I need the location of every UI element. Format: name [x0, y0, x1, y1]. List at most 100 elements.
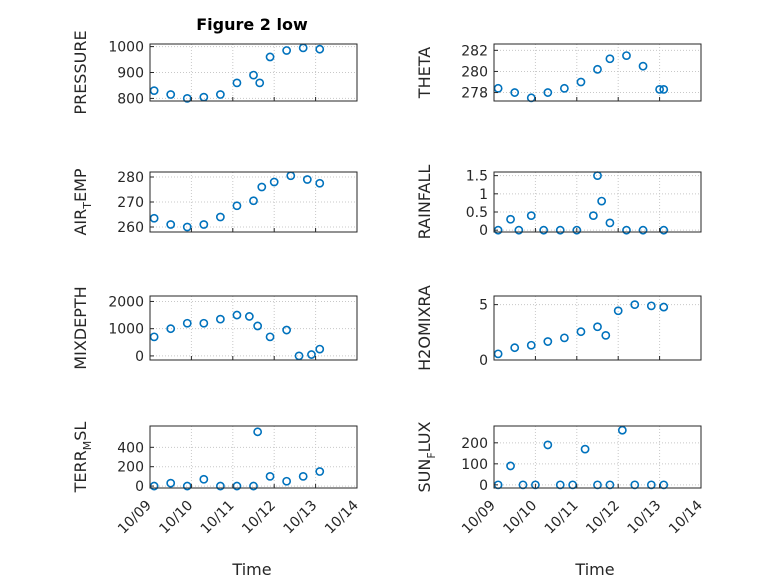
data-point [543, 440, 553, 450]
data-point [580, 444, 590, 454]
data-point [518, 480, 528, 490]
data-point [199, 318, 209, 328]
data-point [655, 84, 664, 94]
data-point [659, 480, 669, 490]
data-point [597, 196, 607, 206]
axes-frame [149, 43, 358, 102]
x-tick-label: 10/10 [500, 498, 540, 538]
y-tick-label: 260 [117, 220, 144, 236]
y-tick-label: 280 [461, 64, 488, 80]
y-tick-label: 100 [461, 457, 488, 473]
data-point [232, 481, 242, 491]
data-point [249, 70, 258, 80]
y-tick-label: 0 [135, 479, 144, 495]
subplot-pressure: 800 900 1000 PRESSURE [71, 30, 358, 115]
data-point [638, 225, 648, 235]
y-tick-label: 800 [117, 91, 144, 107]
data-point [559, 333, 569, 343]
data-point [593, 480, 602, 490]
y-tick-label: 280 [117, 170, 144, 186]
data-point [646, 301, 656, 311]
y-tick-label: 1000 [108, 40, 144, 56]
y-axis-label: THETA [415, 47, 434, 99]
data-point [182, 481, 192, 491]
data-point [149, 213, 159, 223]
x-tick-label: 10/11 [542, 498, 582, 538]
data-point [232, 310, 242, 320]
data-point [605, 480, 615, 490]
y-tick-label: 0 [135, 349, 144, 365]
data-point [249, 196, 258, 206]
y-axis-label: AIRTEMP [71, 168, 94, 235]
y-tick-label: 0 [479, 353, 488, 369]
figure-title: Figure 2 low [196, 15, 308, 34]
data-point [149, 332, 159, 342]
data-point [215, 90, 225, 99]
data-point [593, 171, 602, 181]
data-point [576, 77, 586, 87]
data-point [166, 90, 176, 99]
data-point [514, 225, 524, 235]
y-tick-label: 282 [461, 43, 488, 59]
y-axis-label: PRESSURE [71, 30, 90, 114]
data-point [593, 64, 602, 74]
x-tick-label: 10/13 [625, 498, 665, 538]
y-tick-label: 200 [461, 436, 488, 452]
data-point [232, 78, 242, 88]
subplot-rainfall: 0 0.5 1 1.5 RAINFALL [415, 165, 702, 240]
y-tick-label: 5 [479, 298, 488, 314]
data-point [215, 481, 225, 491]
data-point [510, 88, 520, 97]
data-point [605, 218, 615, 228]
subplot-sun-flux: 0 100 200 10/09 10/10 10/11 10/12 10/13 10/14 SUN… [415, 421, 706, 537]
y-tick-label: 1.5 [466, 169, 488, 185]
data-point [249, 481, 258, 491]
x-tick-label: 10/09 [459, 498, 499, 538]
y-tick-label: 900 [117, 66, 144, 82]
y-tick-label: 278 [461, 86, 488, 102]
subplot-h2omixra: 0 5 H2OMIXRA [415, 285, 702, 371]
data-point [166, 324, 176, 334]
data-point [588, 211, 598, 221]
data-point [593, 322, 602, 332]
x-tick-label: 10/14 [666, 497, 706, 537]
data-point [286, 171, 296, 181]
data-point [315, 344, 325, 354]
y-axis-label: RAINFALL [415, 165, 434, 240]
data-point [315, 178, 325, 188]
data-point [257, 182, 267, 192]
data-point [315, 44, 325, 54]
axes-frame [493, 171, 702, 233]
y-tick-label: 1 [479, 187, 488, 203]
y-axis-label: TERRMSL [71, 422, 94, 494]
data-point [182, 222, 192, 232]
data-point [215, 314, 225, 324]
data-point [302, 175, 312, 184]
data-point [265, 52, 275, 62]
y-tick-label: 2000 [108, 294, 144, 310]
data-point [265, 332, 275, 342]
x-tick-label: 10/11 [198, 498, 238, 538]
y-tick-label: 200 [117, 460, 144, 476]
x-tick-label: 10/10 [156, 498, 196, 538]
data-point [255, 78, 265, 88]
data-point [298, 471, 308, 481]
data-point [638, 61, 648, 71]
y-tick-label: 270 [117, 195, 144, 211]
x-tick-label: 10/13 [281, 498, 321, 538]
data-point [315, 467, 325, 476]
data-point [605, 54, 615, 64]
data-point [253, 427, 263, 437]
y-axis-label: SUNFLUX [415, 421, 438, 492]
data-point [232, 201, 242, 211]
subplot-terr-msl: 0 200 400 10/09 10/10 10/11 10/12 10/13 10/14 TER… [71, 422, 362, 538]
data-point [510, 343, 520, 353]
axes-frame [493, 425, 702, 489]
data-point [630, 300, 640, 310]
data-point [182, 318, 192, 328]
data-point [613, 306, 623, 316]
data-point [493, 83, 503, 93]
data-point [307, 350, 316, 359]
data-point [572, 225, 582, 235]
